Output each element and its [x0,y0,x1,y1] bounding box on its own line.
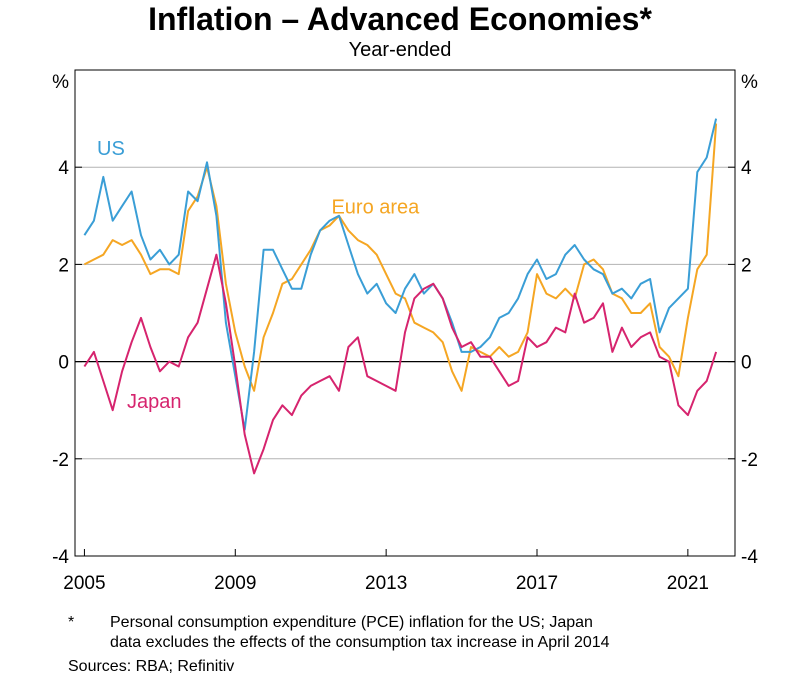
y-tick-label-right: 2 [741,255,752,276]
series-label-us: US [97,138,125,160]
chart-subtitle: Year-ended [348,39,452,61]
footnote-marker: * [68,614,75,631]
footnote-text-line-2: data excludes the effects of the consump… [110,634,610,651]
y-tick-label-left: 0 [58,353,69,374]
series-label-euro-area: Euro area [331,196,420,218]
y-tick-label-left: 2 [58,255,69,276]
x-tick-label: 2021 [667,573,709,594]
sources-text: Sources: RBA; Refinitiv [68,658,235,675]
plot-frame [74,69,736,557]
series-line-euro-area [83,123,718,392]
footnote-text-line-1: Personal consumption expenditure (PCE) i… [110,614,593,631]
series-lines [83,118,718,475]
x-tick-label: 2013 [365,573,407,594]
y-tick-label-left: -4 [52,547,69,568]
y-tick-label-right: -2 [741,450,758,471]
chart-title: Inflation – Advanced Economies* [148,1,652,37]
y-tick-label-right: -4 [741,547,758,568]
y-unit-left: % [52,72,69,93]
x-tick-label: 2017 [516,573,558,594]
series-line-us [83,118,718,431]
axis-labels: -4 -4 -2 -2 0 0 2 2 4 4% % 2005 2009 2013 2017 2021 US Eu… [52,72,758,594]
y-tick-label-left: 4 [58,158,69,179]
series-label-japan: Japan [127,391,182,413]
x-tick-label: 2005 [63,573,105,594]
series-line-japan [83,253,718,475]
y-tick-label-left: -2 [52,450,69,471]
y-tick-label-right: 4 [741,158,752,179]
y-unit-right: % [741,72,758,93]
y-tick-label-right: 0 [741,353,752,374]
axis-ticks [75,166,735,557]
grid-lines [75,166,735,460]
x-tick-label: 2009 [214,573,256,594]
